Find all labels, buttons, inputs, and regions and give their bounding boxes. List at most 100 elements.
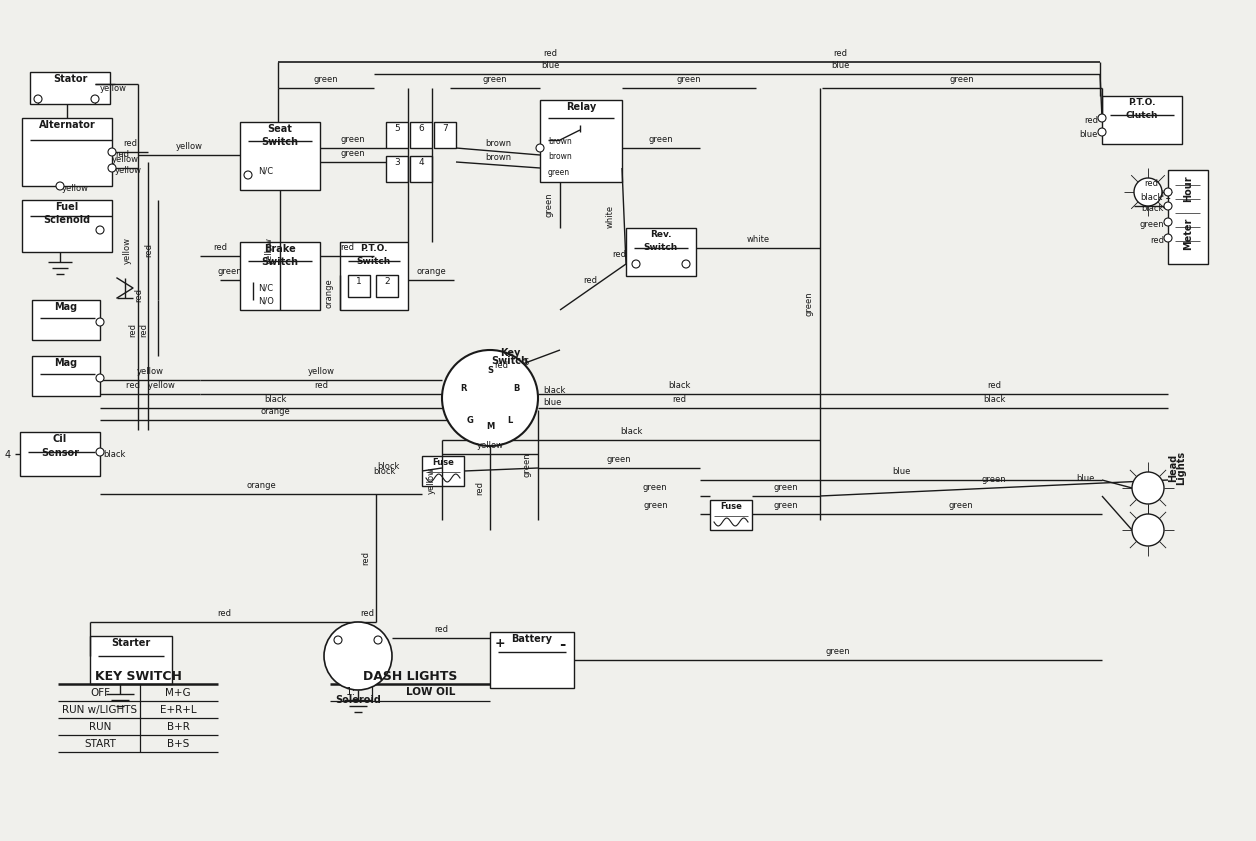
Text: Sclenoid: Sclenoid xyxy=(44,215,90,225)
Text: Soleroid: Soleroid xyxy=(335,695,381,705)
Text: B+S: B+S xyxy=(167,739,190,749)
Text: 4: 4 xyxy=(418,158,423,167)
Text: orange: orange xyxy=(246,481,276,490)
Text: green: green xyxy=(548,168,570,177)
Text: blue: blue xyxy=(1080,130,1098,139)
Text: Battery: Battery xyxy=(511,634,553,644)
Text: red: red xyxy=(672,395,686,404)
Text: yellow: yellow xyxy=(62,184,89,193)
Text: 1:: 1: xyxy=(345,687,357,697)
Text: red: red xyxy=(116,150,129,159)
Text: red: red xyxy=(583,276,597,285)
Text: white: white xyxy=(746,235,770,244)
Text: green: green xyxy=(948,501,973,510)
Text: 1: 1 xyxy=(357,277,362,286)
Circle shape xyxy=(1164,188,1172,196)
Text: green: green xyxy=(774,483,799,492)
Text: Meter: Meter xyxy=(1183,218,1193,251)
Circle shape xyxy=(90,95,99,103)
Text: orange: orange xyxy=(416,267,446,276)
Text: black: black xyxy=(1139,193,1162,202)
Text: RUN: RUN xyxy=(89,722,112,732)
Text: green: green xyxy=(677,75,701,84)
Text: red: red xyxy=(139,323,148,337)
Text: red: red xyxy=(1084,116,1098,125)
Bar xyxy=(409,122,432,148)
Text: green: green xyxy=(825,647,850,656)
Text: yellow: yellow xyxy=(265,236,274,263)
Text: KEY SWITCH: KEY SWITCH xyxy=(94,670,181,683)
Text: E+R+L: E+R+L xyxy=(160,705,196,715)
Text: blue: blue xyxy=(543,398,561,406)
Text: -: - xyxy=(559,637,565,652)
Bar xyxy=(409,156,432,182)
Text: Fuse: Fuse xyxy=(720,502,742,511)
Bar xyxy=(1102,96,1182,144)
Text: green: green xyxy=(648,135,673,144)
Text: START: START xyxy=(84,739,116,749)
Text: orange: orange xyxy=(325,278,334,308)
Bar xyxy=(1168,170,1208,264)
Text: Switch: Switch xyxy=(261,257,299,267)
Text: red: red xyxy=(144,243,153,257)
Text: P.T.O.: P.T.O. xyxy=(360,244,388,253)
Bar xyxy=(90,636,172,684)
Circle shape xyxy=(1134,178,1162,206)
Bar xyxy=(490,632,574,688)
Text: yellow: yellow xyxy=(427,467,436,494)
Circle shape xyxy=(1132,514,1164,546)
Text: block: block xyxy=(373,467,396,476)
Text: Switch: Switch xyxy=(491,356,529,366)
Bar xyxy=(23,200,112,252)
Circle shape xyxy=(95,226,104,234)
Text: red: red xyxy=(360,609,374,618)
Text: black: black xyxy=(543,385,565,394)
Text: blue: blue xyxy=(541,61,559,70)
Text: +: + xyxy=(495,637,505,650)
Text: B: B xyxy=(512,383,519,393)
Bar xyxy=(20,432,100,476)
Text: green: green xyxy=(774,501,799,510)
Text: green: green xyxy=(340,135,365,144)
Circle shape xyxy=(95,318,104,326)
Text: block: block xyxy=(378,462,399,470)
Circle shape xyxy=(1098,128,1107,136)
Text: P.T.O.: P.T.O. xyxy=(1128,98,1156,107)
Text: M+G: M+G xyxy=(166,688,191,698)
Text: 2: 2 xyxy=(384,277,389,286)
Text: green: green xyxy=(607,455,632,464)
Text: G: G xyxy=(466,415,474,425)
Text: green: green xyxy=(643,501,668,510)
Text: R: R xyxy=(461,383,467,393)
Text: 3: 3 xyxy=(394,158,399,167)
Text: yellow: yellow xyxy=(123,236,132,263)
Bar xyxy=(422,456,463,486)
Text: orange: orange xyxy=(260,407,290,416)
Text: green: green xyxy=(522,452,533,478)
Text: Relay: Relay xyxy=(566,102,597,112)
Bar xyxy=(386,122,408,148)
Circle shape xyxy=(1164,218,1172,226)
Circle shape xyxy=(334,636,342,644)
Text: green: green xyxy=(1139,220,1164,229)
Text: Mag: Mag xyxy=(54,358,78,368)
Bar xyxy=(340,242,408,310)
Text: Fuel: Fuel xyxy=(55,202,79,212)
Text: red: red xyxy=(1150,190,1164,199)
Text: red: red xyxy=(123,139,137,148)
Text: N/O: N/O xyxy=(257,296,274,305)
Bar xyxy=(240,122,320,190)
Text: Head: Head xyxy=(1168,454,1178,482)
Circle shape xyxy=(108,148,116,156)
Text: brown: brown xyxy=(485,153,511,162)
Text: red: red xyxy=(475,481,484,495)
Text: red: red xyxy=(360,551,371,565)
Text: white: white xyxy=(605,204,615,228)
Text: Hour: Hour xyxy=(1183,175,1193,202)
Text: Starter: Starter xyxy=(112,638,151,648)
Circle shape xyxy=(95,374,104,382)
Text: LOW OIL: LOW OIL xyxy=(406,687,456,697)
Text: yellow: yellow xyxy=(116,166,142,175)
Text: black: black xyxy=(982,395,1005,404)
Circle shape xyxy=(1132,472,1164,504)
